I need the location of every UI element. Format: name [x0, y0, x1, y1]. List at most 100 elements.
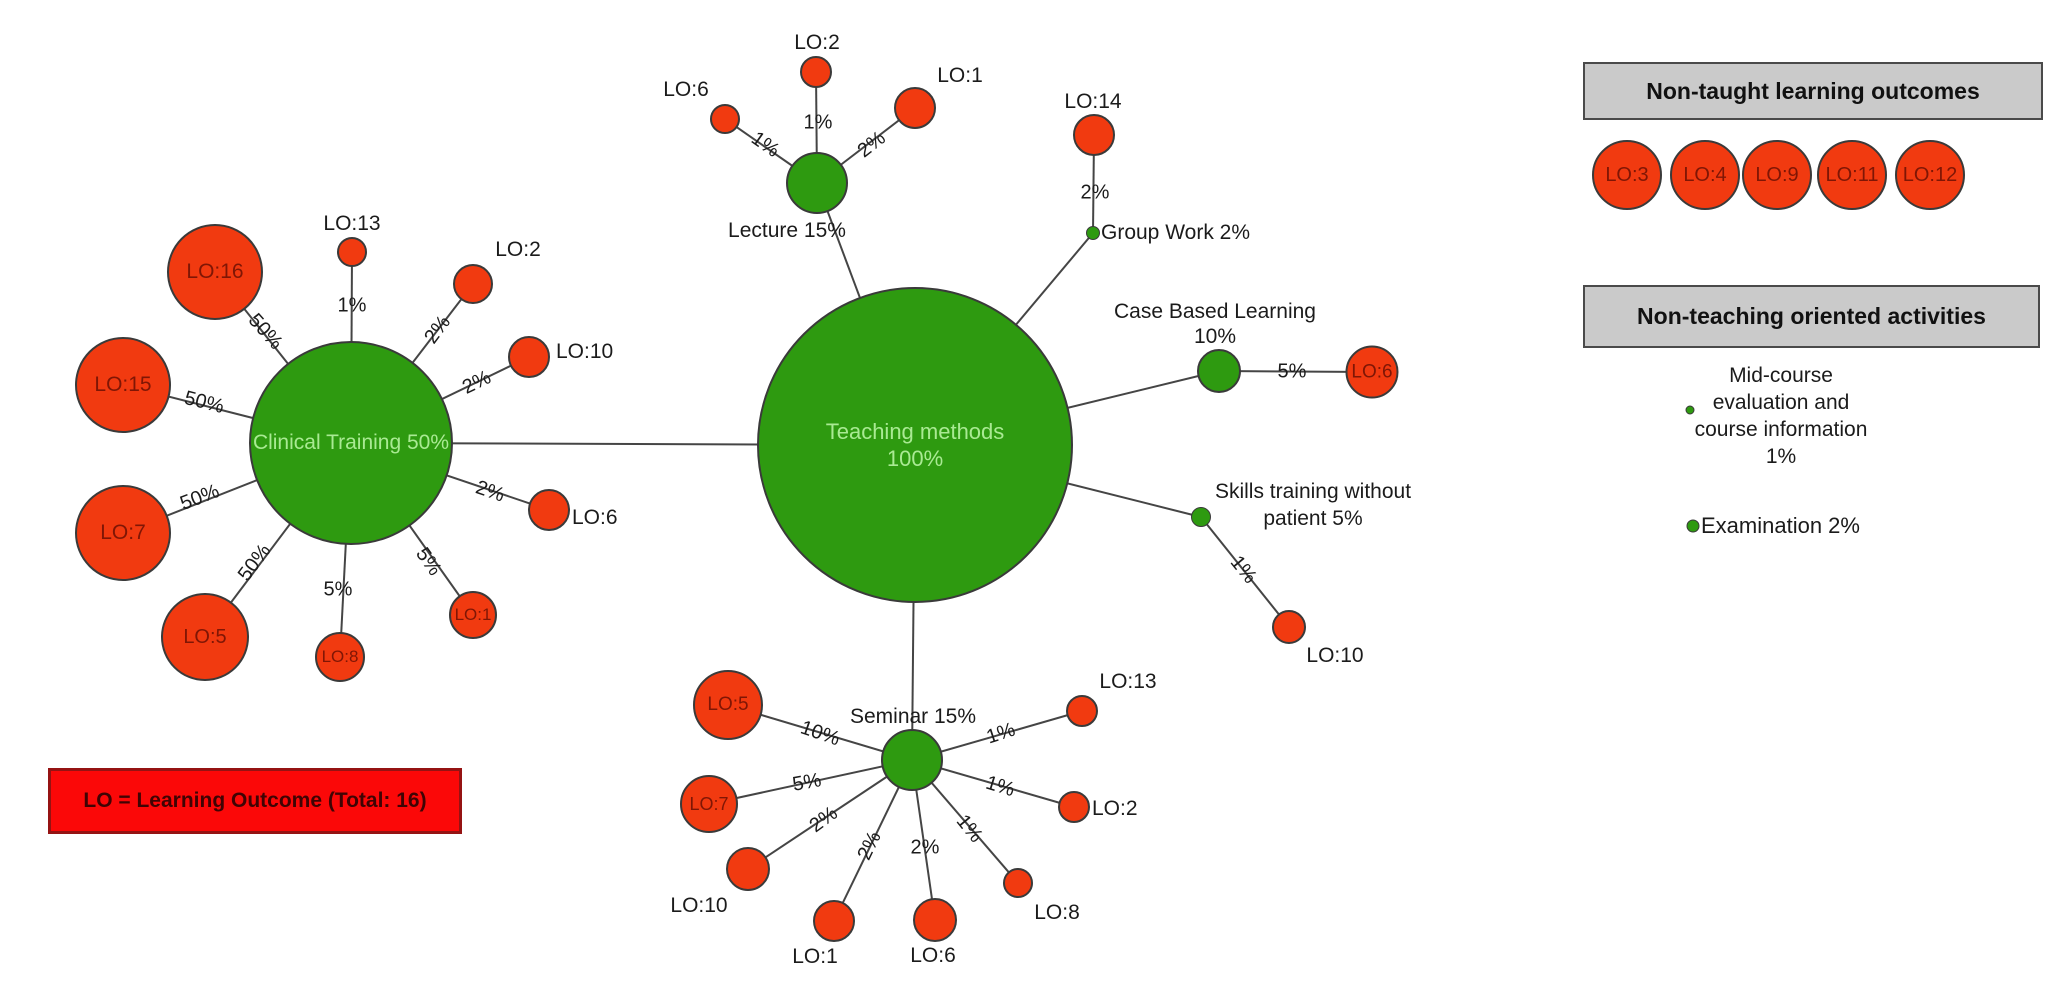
node-lecture — [786, 152, 848, 214]
edge-pct-seminar-lo6: 2% — [910, 836, 940, 859]
node-legend-lo4-label: LO:4 — [1683, 163, 1727, 186]
node-seminar-lo13 — [1066, 695, 1098, 727]
node-legend-lo4: LO:4 — [1670, 140, 1740, 210]
label-group-work: Group Work 2% — [1101, 221, 1250, 244]
node-case-based-lo6: LO:6 — [1345, 345, 1399, 399]
node-seminar-lo5: LO:5 — [693, 670, 763, 740]
node-clinical-lo8: LO:8 — [315, 632, 365, 682]
node-clinical-lo8-label: LO:8 — [321, 647, 359, 666]
label-group-work-lo14: LO:14 — [1064, 90, 1122, 113]
node-clinical-lo15-label: LO:15 — [94, 373, 152, 396]
label-lecture-lo1: LO:1 — [937, 64, 983, 87]
label-seminar-lo6: LO:6 — [910, 944, 956, 967]
node-seminar-lo7: LO:7 — [680, 775, 738, 833]
label-seminar: Seminar 15% — [849, 705, 977, 728]
edge-pct-lecture-lo2: 1% — [803, 111, 833, 134]
mid-course-line1: Mid-course — [1729, 364, 1833, 387]
label-lecture: Lecture 15% — [728, 219, 846, 242]
node-legend-lo3-label: LO:3 — [1605, 163, 1649, 186]
node-clinical-lo16-label: LO:16 — [186, 260, 244, 283]
legend-non-teaching-box: Non-teaching oriented activities — [1583, 285, 2040, 348]
label-skills-line1: Skills training without — [1214, 480, 1412, 503]
node-seminar-lo10 — [726, 847, 770, 891]
node-seminar-lo6 — [913, 898, 957, 942]
mid-course-line4: 1% — [1765, 445, 1797, 468]
node-legend-lo12-label: LO:12 — [1902, 163, 1958, 186]
edge-pct-clinical-lo13: 1% — [337, 294, 367, 317]
label-clinical-lo6: LO:6 — [572, 506, 618, 529]
node-seminar — [881, 729, 943, 791]
teaching-methods-line1: Teaching methods — [825, 418, 1005, 444]
label-skills-line2: patient 5% — [1263, 507, 1363, 530]
node-legend-lo9-label: LO:9 — [1755, 163, 1799, 186]
edge-pct-group-work-lo14: 2% — [1080, 181, 1110, 204]
node-group-work-lo14 — [1073, 114, 1115, 156]
node-clinical-lo15: LO:15 — [75, 337, 171, 433]
label-seminar-lo2: LO:2 — [1092, 797, 1138, 820]
legend-non-taught-title: Non-taught learning outcomes — [1646, 77, 1980, 104]
node-legend-lo9: LO:9 — [1742, 140, 1812, 210]
node-clinical-lo2 — [453, 264, 493, 304]
node-lecture-lo1 — [894, 87, 936, 129]
node-lecture-lo2 — [800, 56, 832, 88]
label-mid-course: Mid-course evaluation and course informa… — [1695, 362, 1868, 470]
edge-pct-clinical-lo8: 5% — [323, 578, 353, 601]
label-lecture-lo6: LO:6 — [663, 78, 709, 101]
edge-pct-case-based-lo6: 5% — [1277, 360, 1307, 383]
node-lecture-lo6 — [710, 104, 740, 134]
label-clinical-lo10: LO:10 — [556, 340, 614, 363]
node-seminar-lo7-label: LO:7 — [689, 793, 729, 814]
node-teaching-methods-label: Teaching methods 100% — [826, 418, 1005, 473]
node-clinical-lo1-label: LO:1 — [454, 605, 492, 624]
node-legend-lo3: LO:3 — [1592, 140, 1662, 210]
node-clinical-training: Clinical Training 50% — [249, 341, 453, 545]
label-seminar-lo13: LO:13 — [1099, 670, 1157, 693]
label-skills-lo10: LO:10 — [1306, 644, 1364, 667]
label-case-based-line2: 10% — [1193, 325, 1237, 348]
label-seminar-lo8: LO:8 — [1034, 901, 1080, 924]
node-clinical-lo6 — [528, 489, 570, 531]
node-case-based-lo6-label: LO:6 — [1351, 361, 1393, 382]
mid-course-dot — [1685, 405, 1695, 415]
label-clinical-lo13: LO:13 — [323, 212, 381, 235]
node-clinical-lo16: LO:16 — [167, 224, 263, 320]
note-text: LO = Learning Outcome (Total: 16) — [83, 789, 427, 812]
label-case-based-line1: Case Based Learning — [1114, 300, 1316, 323]
node-skills-training — [1191, 507, 1211, 527]
legend-non-taught-box: Non-taught learning outcomes — [1583, 62, 2043, 120]
examination-dot — [1686, 519, 1700, 533]
node-seminar-lo5-label: LO:5 — [707, 694, 749, 715]
mid-course-line3: course information — [1694, 418, 1868, 441]
node-skills-lo10 — [1272, 610, 1306, 644]
node-clinical-lo5-label: LO:5 — [183, 625, 227, 648]
node-seminar-lo1 — [813, 900, 855, 942]
label-seminar-lo10: LO:10 — [670, 894, 728, 917]
node-clinical-lo7: LO:7 — [75, 485, 171, 581]
mid-course-line2: evaluation and — [1712, 391, 1850, 414]
node-clinical-lo13 — [337, 237, 367, 267]
node-clinical-lo10 — [508, 336, 550, 378]
node-case-based-learning — [1197, 349, 1241, 393]
node-clinical-lo7-label: LO:7 — [100, 521, 146, 544]
node-clinical-lo5: LO:5 — [161, 593, 249, 681]
label-examination: Examination 2% — [1701, 513, 1860, 538]
note-box: LO = Learning Outcome (Total: 16) — [48, 768, 462, 834]
edge-pct-seminar-lo7: 5% — [790, 769, 824, 796]
node-legend-lo12: LO:12 — [1895, 140, 1965, 210]
node-teaching-methods: Teaching methods 100% — [757, 287, 1073, 603]
node-seminar-lo8 — [1003, 868, 1033, 898]
node-seminar-lo2 — [1058, 791, 1090, 823]
label-seminar-lo1: LO:1 — [792, 945, 838, 968]
node-legend-lo11: LO:11 — [1817, 140, 1887, 210]
legend-non-teaching-title: Non-teaching oriented activities — [1637, 303, 1986, 329]
node-legend-lo11-label: LO:11 — [1825, 163, 1879, 186]
label-lecture-lo2: LO:2 — [794, 31, 840, 54]
node-clinical-training-label: Clinical Training 50% — [252, 430, 450, 454]
teaching-methods-line2: 100% — [886, 446, 944, 471]
node-clinical-lo1: LO:1 — [449, 591, 497, 639]
label-clinical-lo2: LO:2 — [495, 238, 541, 261]
node-group-work — [1086, 226, 1100, 240]
label-skills-training: Skills training without patient 5% — [1215, 478, 1411, 532]
label-case-based-learning: Case Based Learning 10% — [1114, 299, 1316, 349]
